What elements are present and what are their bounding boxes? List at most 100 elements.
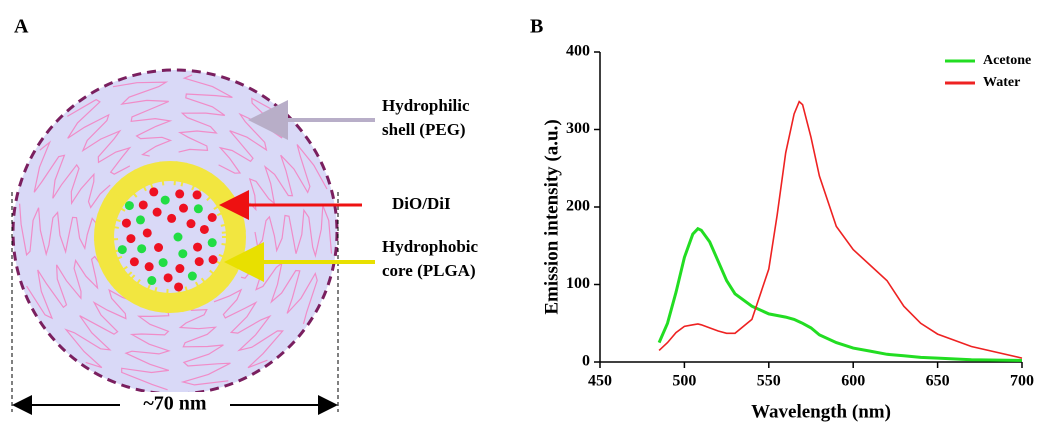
peg-chain	[178, 308, 231, 386]
dye-label: DiO/DiI	[392, 194, 451, 213]
plga-strand	[197, 172, 213, 194]
plga-strand	[180, 162, 188, 187]
plga-strand	[94, 222, 119, 229]
dii-dot	[174, 282, 184, 292]
dio-dot	[178, 249, 188, 259]
plga-strand	[103, 197, 126, 212]
label-bg	[120, 392, 230, 418]
dio-dot	[158, 258, 168, 268]
peg-chain	[66, 98, 132, 175]
dio-dot	[173, 232, 183, 242]
dii-dot	[193, 242, 203, 252]
x-tick-label: 600	[841, 373, 865, 390]
dii-dot	[163, 273, 173, 283]
plga-strand	[165, 288, 169, 313]
plga-strand	[97, 212, 121, 223]
core-label: Hydrophobic	[382, 237, 479, 256]
panel-a: A ~70 nm Hydrophilic shell (PEG) DiO/DiI…	[11, 16, 479, 418]
series-line	[658, 100, 1023, 359]
shell-label: shell (PEG)	[382, 120, 466, 139]
peg-chain	[177, 74, 233, 153]
x-tick-label: 550	[757, 373, 781, 390]
plga-strand	[159, 161, 165, 186]
plga-strand	[143, 165, 154, 189]
y-tick-label: 400	[566, 43, 590, 60]
dio-dot	[160, 195, 170, 205]
plga-strand	[120, 177, 138, 198]
plga-strand	[177, 288, 184, 313]
peg-chain	[33, 140, 111, 209]
dii-dot	[175, 189, 185, 199]
dio-dot	[187, 271, 197, 281]
legend-label: Water	[983, 75, 1020, 90]
peg-chain	[213, 288, 284, 369]
plga-strand	[107, 265, 128, 282]
plga-strand	[125, 278, 141, 300]
dii-dot	[208, 255, 218, 265]
plga-strand	[99, 255, 123, 267]
legend-label: Acetone	[983, 53, 1031, 68]
plga-strand	[209, 269, 229, 287]
dio-dot	[135, 215, 145, 225]
plga-strand	[117, 274, 136, 294]
dio-dot	[207, 238, 217, 248]
series-line	[657, 226, 1023, 362]
dii-dot	[175, 264, 185, 274]
size-label: ~70 nm	[143, 393, 207, 415]
dii-dot	[199, 224, 209, 234]
x-tick-label: 650	[926, 373, 950, 390]
plga-strand	[206, 182, 225, 202]
y-tick-label: 100	[566, 275, 590, 292]
dio-dot	[137, 244, 147, 254]
plga-strand	[184, 286, 194, 310]
dii-dot	[192, 190, 202, 200]
y-tick-label: 0	[582, 353, 590, 370]
plga-strand	[173, 161, 178, 186]
plga-strand	[139, 284, 151, 308]
dii-dot	[121, 218, 131, 228]
dio-dot	[124, 201, 134, 211]
plga-strand	[221, 229, 246, 234]
core-label: core (PLGA)	[382, 261, 476, 280]
plga-strand	[149, 286, 158, 311]
plga-strand	[109, 189, 130, 206]
peg-chain	[248, 144, 328, 212]
plga-strand	[134, 169, 147, 192]
dio-dot	[147, 276, 157, 286]
x-tick-label: 500	[672, 373, 696, 390]
dii-dot	[186, 219, 196, 229]
dii-dot	[207, 213, 217, 223]
dio-dot	[117, 245, 127, 255]
peg-chain	[254, 205, 333, 259]
peg-chain	[26, 255, 106, 320]
plga-strand	[96, 249, 120, 258]
peg-chains	[19, 74, 333, 391]
plga-strand	[194, 281, 209, 304]
dii-dot	[194, 257, 204, 267]
dye-dots	[94, 161, 246, 313]
shell-label: Hydrophilic	[382, 96, 470, 115]
y-tick-label: 200	[566, 198, 590, 215]
panel-b: B 0 100 200 300 400 450 500 550 600 650 700 Waveleng…	[530, 16, 1034, 423]
dii-dot	[129, 257, 139, 267]
x-tick-label: 700	[1010, 373, 1034, 390]
panel-label: B	[530, 16, 543, 38]
peg-chain	[121, 311, 171, 391]
y-tick-label: 300	[566, 120, 590, 137]
peg-chain	[112, 81, 173, 157]
dii-dot	[142, 228, 152, 238]
peg-chain	[64, 288, 137, 369]
plga-strand	[220, 219, 245, 227]
dii-dot	[167, 213, 177, 223]
dii-dot	[138, 200, 148, 210]
dii-dot	[152, 207, 162, 217]
dio-dot	[193, 204, 203, 214]
dii-dot	[126, 234, 136, 244]
y-axis-title: Emission intensity (a.u.)	[541, 119, 562, 314]
dii-dot	[144, 262, 154, 272]
plga-strand	[191, 167, 204, 191]
peg-chain	[19, 203, 97, 257]
panel-label: A	[14, 16, 29, 38]
dii-dot	[179, 203, 189, 213]
